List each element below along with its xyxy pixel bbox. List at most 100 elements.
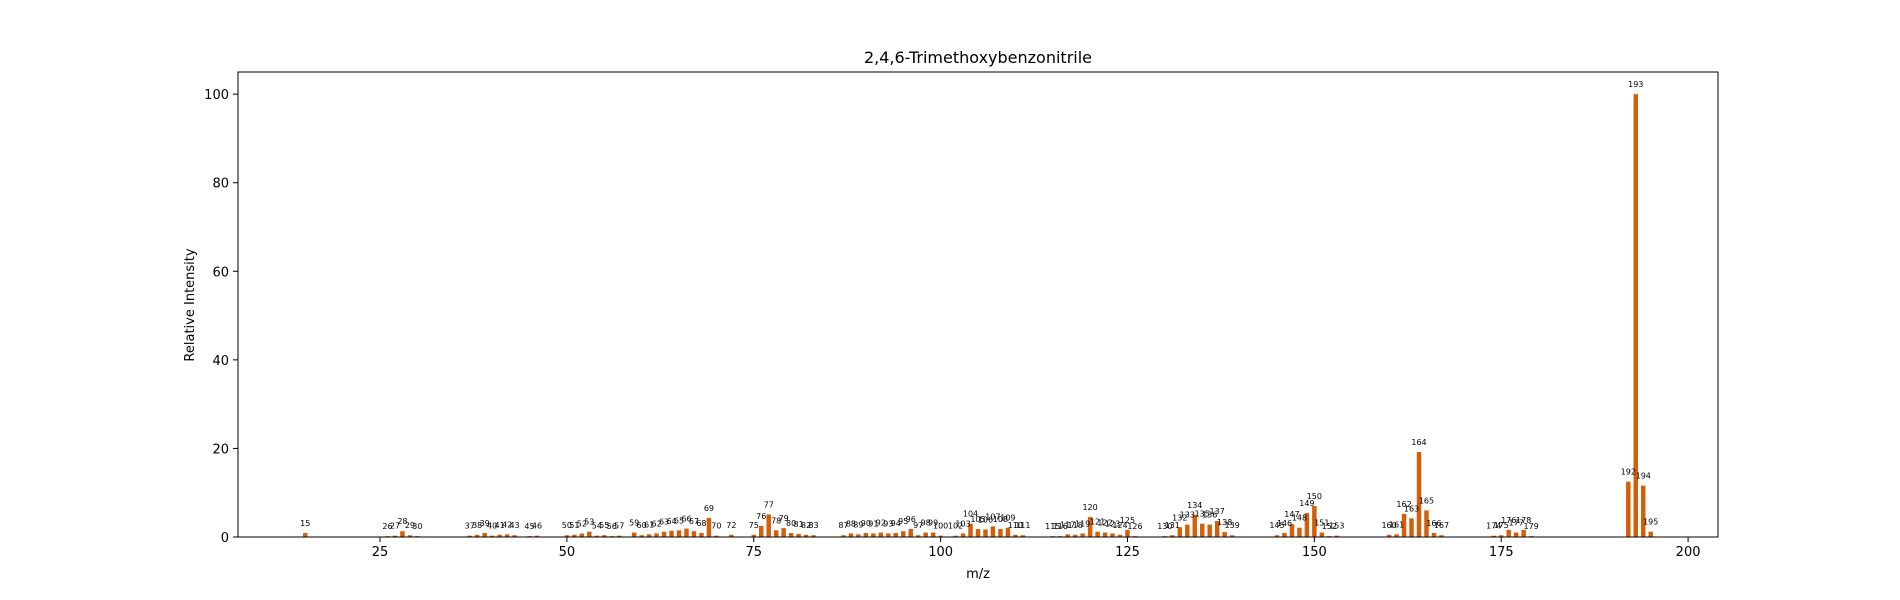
- bar-mz-138: [1222, 532, 1227, 537]
- bar-mz-39: [482, 533, 487, 537]
- bar-mz-166: [1431, 533, 1437, 537]
- peak-label-87: 87: [838, 521, 848, 530]
- peak-label-54: 54: [592, 522, 602, 531]
- bar-mz-99: [930, 532, 936, 537]
- peak-label-92: 92: [876, 519, 886, 528]
- peak-label-138: 138: [1217, 518, 1232, 527]
- bar-mz-67: [691, 531, 697, 537]
- bar-mz-174: [1491, 535, 1496, 537]
- peak-label-15: 15: [300, 519, 310, 528]
- peak-label-135: 135: [1195, 510, 1210, 519]
- peak-label-110: 110: [1008, 521, 1023, 530]
- bar-mz-165: [1424, 510, 1429, 537]
- bar-mz-133: [1185, 524, 1190, 537]
- bar-mz-93: [886, 533, 891, 537]
- bar-mz-131: [1170, 535, 1175, 537]
- peak-label-56: 56: [607, 522, 617, 531]
- bar-mz-42: [504, 534, 510, 537]
- peak-label-89: 89: [853, 520, 863, 529]
- bar-mz-57: [616, 535, 622, 537]
- x-axis-label: m/z: [966, 567, 990, 582]
- peak-label-80: 80: [786, 519, 796, 528]
- peak-label-69: 69: [704, 504, 714, 513]
- peak-label-166: 166: [1426, 519, 1441, 528]
- peak-label-83: 83: [808, 521, 818, 530]
- peak-label-109: 109: [1000, 514, 1015, 523]
- bar-mz-110: [1013, 534, 1018, 537]
- bar-mz-94: [893, 533, 899, 537]
- peak-label-95: 95: [898, 517, 908, 526]
- bar-mz-145: [1274, 535, 1280, 537]
- bar-mz-111: [1020, 535, 1026, 537]
- peak-label-28: 28: [397, 517, 407, 526]
- bar-mz-80: [788, 533, 794, 537]
- bar-mz-176: [1506, 529, 1511, 537]
- x-tick-label: 150: [1302, 545, 1327, 560]
- bar-mz-167: [1439, 535, 1444, 537]
- peak-label-99: 99: [928, 519, 938, 528]
- bar-mz-41: [497, 534, 502, 537]
- peak-label-132: 132: [1172, 513, 1187, 522]
- bar-mz-135: [1200, 523, 1205, 537]
- x-tick-label: 200: [1676, 545, 1701, 560]
- peak-label-137: 137: [1210, 507, 1225, 516]
- y-tick-label: 20: [212, 442, 229, 457]
- bar-mz-175: [1498, 535, 1504, 537]
- bar-mz-177: [1513, 532, 1519, 537]
- x-tick-label: 175: [1489, 545, 1514, 560]
- bar-mz-52: [579, 533, 585, 537]
- bar-mz-95: [901, 531, 906, 537]
- peak-label-90: 90: [861, 519, 871, 528]
- bar-mz-106: [983, 529, 988, 537]
- bar-mz-153: [1334, 535, 1340, 537]
- peak-label-93: 93: [883, 519, 893, 528]
- peak-label-179: 179: [1523, 522, 1538, 531]
- peak-label-45: 45: [524, 522, 534, 531]
- bar-mz-38: [474, 534, 480, 537]
- bar-mz-43: [512, 535, 517, 537]
- peak-label-70: 70: [711, 522, 721, 531]
- peak-label-147: 147: [1284, 510, 1299, 519]
- peak-label-57: 57: [614, 522, 624, 531]
- bars-group: [303, 94, 1653, 537]
- peak-label-148: 148: [1292, 514, 1307, 523]
- peak-label-52: 52: [577, 519, 587, 528]
- peak-label-134: 134: [1187, 501, 1202, 510]
- peak-label-131: 131: [1165, 521, 1180, 530]
- peak-label-79: 79: [779, 514, 789, 523]
- peak-label-68: 68: [696, 519, 706, 528]
- chart-title: 2,4,6-Trimethoxybenzonitrile: [864, 48, 1092, 67]
- peak-label-66: 66: [681, 515, 691, 524]
- peak-label-94: 94: [891, 519, 901, 528]
- bar-mz-134: [1192, 514, 1198, 537]
- peak-label-161: 161: [1389, 520, 1404, 529]
- bar-mz-150: [1312, 506, 1317, 537]
- y-tick-label: 0: [221, 531, 229, 546]
- bar-mz-104: [968, 523, 973, 537]
- peak-label-126: 126: [1127, 522, 1142, 531]
- peak-label-37: 37: [465, 522, 475, 531]
- bar-mz-162: [1401, 513, 1407, 537]
- bar-mz-65: [676, 530, 682, 537]
- bar-mz-63: [661, 531, 667, 537]
- bar-mz-87: [841, 535, 846, 537]
- peak-label-146: 146: [1277, 519, 1292, 528]
- bar-mz-53: [587, 531, 592, 537]
- bar-mz-124: [1117, 534, 1123, 537]
- bar-mz-122: [1102, 532, 1108, 537]
- peak-label-175: 175: [1494, 521, 1509, 530]
- peak-label-151: 151: [1314, 519, 1329, 528]
- bar-mz-46: [534, 535, 540, 537]
- peak-label-102: 102: [948, 522, 963, 531]
- bar-mz-15: [303, 533, 308, 537]
- y-tick-label: 80: [212, 177, 229, 192]
- peak-label-192: 192: [1621, 468, 1636, 477]
- peak-label-124: 124: [1112, 521, 1127, 530]
- bar-mz-81: [796, 533, 801, 537]
- bar-mz-96: [908, 529, 913, 537]
- peak-label-77: 77: [764, 500, 774, 509]
- peak-label-195: 195: [1643, 518, 1658, 527]
- bar-mz-54: [594, 535, 600, 537]
- peak-label-107: 107: [985, 512, 1000, 521]
- peak-label-61: 61: [644, 520, 654, 529]
